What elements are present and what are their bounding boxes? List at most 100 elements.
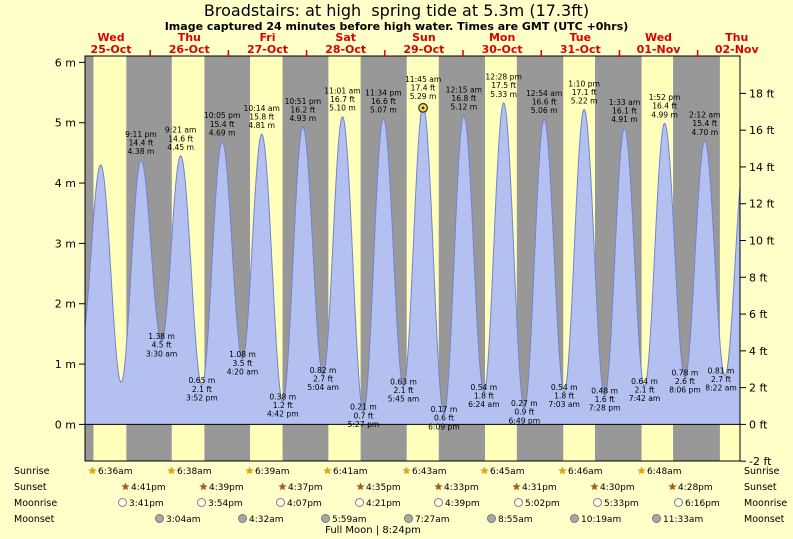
moonset-time: 8:55am bbox=[498, 515, 533, 525]
sunrise-time: 6:45am bbox=[489, 467, 525, 477]
sunset-label-right: Sunset bbox=[744, 482, 777, 493]
high-tide-annotation: 9:11 pm 14.4 ft 4.38 m bbox=[125, 130, 157, 156]
moonset-entry: 11:33am bbox=[652, 514, 703, 525]
moonrise-label-left: Moonrise bbox=[14, 498, 58, 509]
moonset-icon bbox=[570, 514, 579, 523]
sunset-time: 4:39pm bbox=[208, 483, 244, 493]
sunrise-time: 6:39am bbox=[254, 467, 290, 477]
low-tide-annotation: 1.08 m 3.5 ft 4:20 am bbox=[227, 350, 259, 376]
chart-subtitle: Image captured 24 minutes before high wa… bbox=[164, 20, 629, 33]
moonrise-time: 5:02pm bbox=[525, 499, 560, 509]
low-tide-annotation: 0.54 m 1.8 ft 7:03 am bbox=[548, 383, 580, 409]
feet-axis-label: 10 ft bbox=[749, 235, 775, 248]
sunrise-entry: ★6:45am bbox=[480, 466, 524, 477]
moonset-label-left: Moonset bbox=[14, 514, 55, 525]
sunset-time: 4:28pm bbox=[677, 483, 713, 493]
sunrise-star-icon: ★ bbox=[323, 466, 332, 477]
sunrise-star-icon: ★ bbox=[558, 466, 567, 477]
moonrise-entry: 5:33pm bbox=[593, 498, 639, 509]
moonset-icon bbox=[404, 514, 413, 523]
meter-axis-label: 3 m bbox=[55, 237, 76, 250]
sunset-entry: ★4:35pm bbox=[356, 482, 401, 493]
day-label: Sun 29-Oct bbox=[403, 31, 444, 56]
high-tide-annotation: 2:12 am 15.4 ft 4.70 m bbox=[689, 111, 721, 137]
feet-axis-label: 0 ft bbox=[749, 418, 768, 431]
sunset-star-icon: ★ bbox=[590, 482, 599, 493]
moonrise-icon bbox=[197, 498, 206, 507]
sunset-entry: ★4:33pm bbox=[434, 482, 479, 493]
full-moon-footer: Full Moon | 8:24pm bbox=[325, 525, 421, 536]
feet-axis-label: 12 ft bbox=[749, 198, 775, 211]
sunset-time: 4:41pm bbox=[130, 483, 166, 493]
day-label: Wed 25-Oct bbox=[91, 31, 132, 56]
moonrise-label-right: Moonrise bbox=[744, 498, 788, 509]
low-tide-annotation: 0.48 m 1.6 ft 7:28 pm bbox=[589, 386, 621, 412]
high-tide-annotation: 12:28 pm 17.5 ft 5.33 m bbox=[485, 73, 522, 99]
moonset-time: 7:27am bbox=[415, 515, 450, 525]
chart-title: Broadstairs: at high spring tide at 5.3m… bbox=[203, 1, 590, 20]
high-tide-annotation: 11:34 pm 16.6 ft 5.07 m bbox=[365, 88, 402, 114]
sunset-time: 4:33pm bbox=[443, 483, 479, 493]
high-tide-annotation: 1:33 am 16.1 ft 4.91 m bbox=[609, 98, 641, 124]
feet-axis-label: 4 ft bbox=[749, 345, 768, 358]
moonrise-time: 4:39pm bbox=[445, 499, 480, 509]
high-tide-annotation: 10:05 pm 15.4 ft 4.69 m bbox=[204, 111, 241, 137]
moonset-icon bbox=[321, 514, 330, 523]
sunset-entry: ★4:39pm bbox=[199, 482, 244, 493]
night-band bbox=[85, 56, 94, 461]
sunset-time: 4:31pm bbox=[521, 483, 557, 493]
moonset-entry: 4:32am bbox=[238, 514, 284, 525]
moonset-icon bbox=[652, 514, 661, 523]
day-label: Thu 02-Nov bbox=[715, 31, 760, 56]
low-tide-annotation: 0.78 m 2.6 ft 8:06 pm bbox=[669, 368, 701, 394]
low-tide-annotation: 0.63 m 2.1 ft 5:45 am bbox=[388, 377, 420, 403]
sunset-time: 4:35pm bbox=[365, 483, 401, 493]
day-label: Sat 28-Oct bbox=[325, 31, 366, 56]
sunrise-entry: ★6:39am bbox=[245, 466, 289, 477]
moonset-time: 10:19am bbox=[581, 515, 622, 525]
moonrise-time: 3:54pm bbox=[208, 499, 243, 509]
sunset-entry: ★4:31pm bbox=[512, 482, 557, 493]
sunrise-star-icon: ★ bbox=[480, 466, 489, 477]
moonset-time: 5:59am bbox=[332, 515, 367, 525]
sunset-entry: ★4:37pm bbox=[278, 482, 323, 493]
day-label: Thu 26-Oct bbox=[169, 31, 210, 56]
sunrise-time: 6:48am bbox=[646, 467, 682, 477]
moonrise-icon bbox=[118, 498, 127, 507]
sunrise-star-icon: ★ bbox=[637, 466, 646, 477]
moonrise-entry: 3:54pm bbox=[197, 498, 243, 509]
low-tide-annotation: 0.64 m 2.1 ft 7:42 am bbox=[629, 377, 661, 403]
sunrise-star-icon: ★ bbox=[402, 466, 411, 477]
feet-axis-label: 18 ft bbox=[749, 87, 775, 100]
moonset-icon bbox=[487, 514, 496, 523]
high-tide-annotation: 1:52 pm 16.4 ft 4.99 m bbox=[649, 93, 681, 119]
sunrise-star-icon: ★ bbox=[88, 466, 97, 477]
moonset-entry: 10:19am bbox=[570, 514, 621, 525]
moonrise-entry: 6:16pm bbox=[674, 498, 720, 509]
meter-axis-label: 5 m bbox=[55, 117, 76, 130]
moonset-icon bbox=[155, 514, 164, 523]
feet-axis-label: 2 ft bbox=[749, 382, 768, 395]
moonrise-icon bbox=[276, 498, 285, 507]
low-tide-annotation: 0.65 m 2.1 ft 3:52 pm bbox=[186, 376, 218, 402]
moonset-entry: 3:04am bbox=[155, 514, 201, 525]
meter-axis-label: 2 m bbox=[55, 298, 76, 311]
high-tide-annotation: 11:01 am 16.7 ft 5.10 m bbox=[324, 87, 360, 113]
moonrise-entry: 4:07pm bbox=[276, 498, 322, 509]
sunset-star-icon: ★ bbox=[199, 482, 208, 493]
low-tide-annotation: 0.17 m 0.6 ft 6:09 pm bbox=[428, 405, 460, 431]
day-label: Fri 27-Oct bbox=[247, 31, 288, 56]
high-tide-annotation: 10:51 pm 16.2 ft 4.93 m bbox=[285, 97, 322, 123]
moonrise-entry: 3:41pm bbox=[118, 498, 164, 509]
day-label: Mon 30-Oct bbox=[482, 31, 523, 56]
high-tide-annotation: 12:54 am 16.6 ft 5.06 m bbox=[526, 89, 562, 115]
moonrise-time: 5:33pm bbox=[604, 499, 639, 509]
moonset-entry: 8:55am bbox=[487, 514, 533, 525]
sunset-entry: ★4:41pm bbox=[121, 482, 166, 493]
sunrise-star-icon: ★ bbox=[245, 466, 254, 477]
sunset-entry: ★4:28pm bbox=[668, 482, 713, 493]
sunrise-time: 6:46am bbox=[567, 467, 603, 477]
feet-axis-label: 6 ft bbox=[749, 308, 768, 321]
low-tide-annotation: 0.81 m 2.7 ft 8:22 am bbox=[705, 367, 737, 393]
